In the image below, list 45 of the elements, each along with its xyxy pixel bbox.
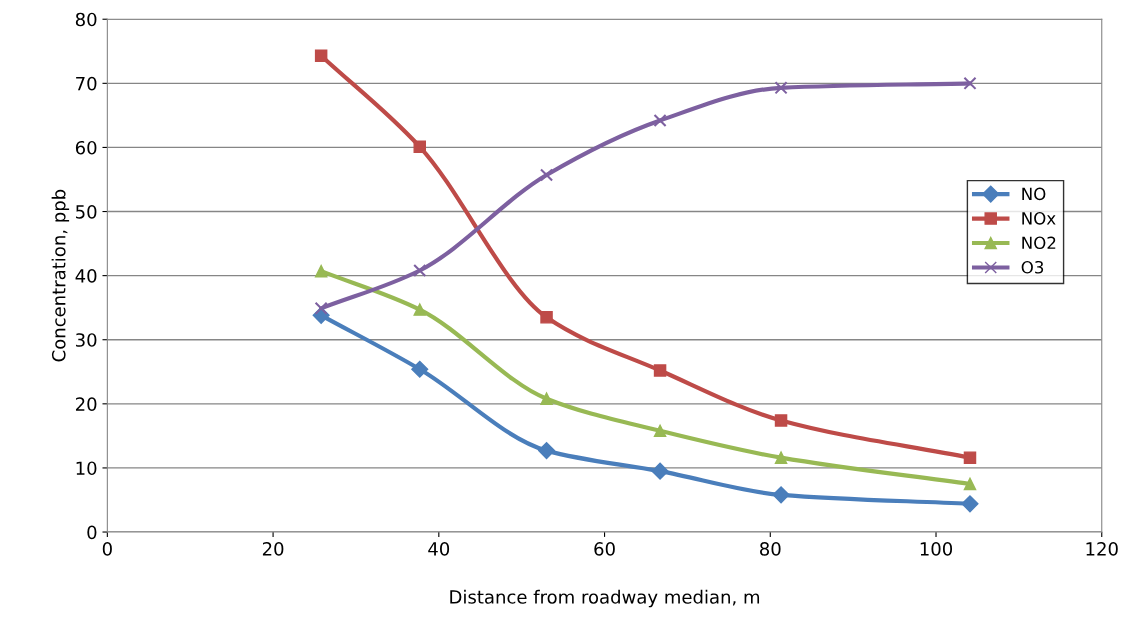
x-axis-title: Distance from roadway median, m <box>450 589 760 608</box>
x-tick-label: 120 <box>1086 542 1118 556</box>
x-tick-label: 0 <box>102 542 112 556</box>
y-tick-label: 70 <box>76 76 97 91</box>
point <box>772 486 790 504</box>
y-axis-title: Concentration, ppb <box>51 189 70 362</box>
y-tick-label: 0 <box>87 525 97 540</box>
y-tick-label: 10 <box>76 461 97 476</box>
point <box>314 301 328 315</box>
point <box>314 49 328 63</box>
point <box>653 113 667 128</box>
point <box>963 76 977 90</box>
point <box>774 414 788 427</box>
point <box>540 311 553 324</box>
point <box>413 263 427 278</box>
point <box>540 392 553 405</box>
point <box>963 477 977 491</box>
y-tick-label: 20 <box>75 397 97 411</box>
x-tick-label: 40 <box>428 542 450 556</box>
point <box>314 264 328 278</box>
point <box>653 364 667 377</box>
y-tick-label: 50 <box>76 204 97 219</box>
point <box>537 442 556 460</box>
point <box>411 360 429 378</box>
point <box>651 462 669 480</box>
point <box>961 495 979 513</box>
point <box>774 81 788 95</box>
x-tick-label: 60 <box>594 542 615 556</box>
point <box>539 168 554 182</box>
y-tick-label: 80 <box>75 12 97 27</box>
legend-label: NO <box>1022 187 1046 201</box>
point <box>653 424 667 438</box>
x-tick-label: 80 <box>760 542 781 556</box>
x-tick-label: 100 <box>920 542 953 556</box>
legend-label: NO2 <box>1022 236 1056 250</box>
x-tick-label: 20 <box>262 542 284 556</box>
y-tick-label: 30 <box>76 333 97 347</box>
point <box>774 451 788 464</box>
point <box>963 451 977 464</box>
y-tick-label: 60 <box>75 140 97 155</box>
legend-label: O3 <box>1021 260 1044 274</box>
point <box>413 140 427 154</box>
y-tick-label: 40 <box>75 269 97 283</box>
point <box>413 303 427 316</box>
legend-label: NOx <box>1022 212 1056 225</box>
